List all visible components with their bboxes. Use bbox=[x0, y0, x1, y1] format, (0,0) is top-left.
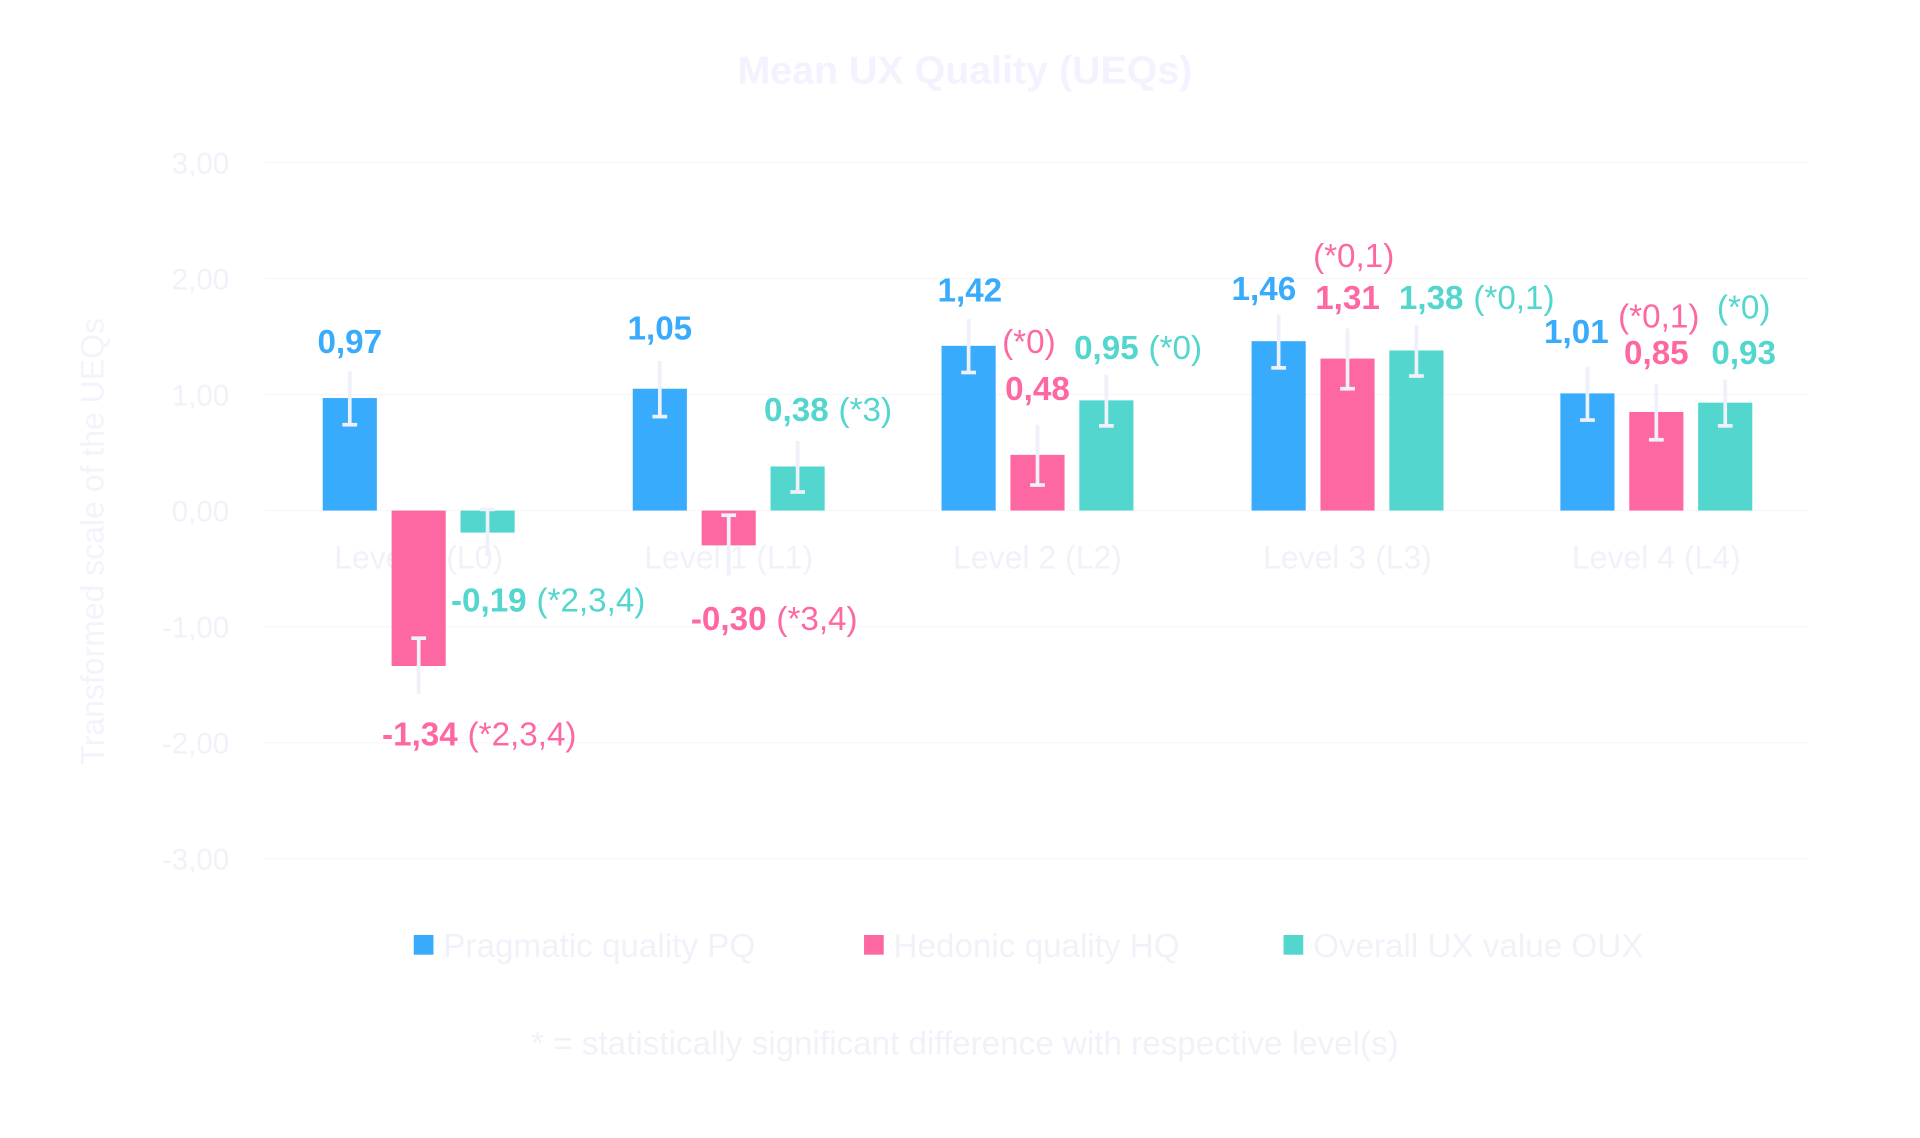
legend-swatch bbox=[864, 935, 884, 955]
y-tick-label: -3,00 bbox=[162, 844, 229, 877]
significance-label: (*0,1) bbox=[1313, 238, 1394, 275]
legend-label: Overall UX value OUX bbox=[1313, 928, 1643, 965]
y-tick-label: 0,00 bbox=[172, 496, 229, 529]
y-axis-ticks: 3,00 2,00 1,00 0,00 -1,00 -2,00 -3,00 bbox=[162, 148, 229, 877]
error-bars bbox=[342, 314, 1733, 694]
data-labels: 0,97 1,051,42 1,461,01-1,34 (*2,3,4)-0,30 (*… bbox=[317, 238, 1776, 754]
x-axis-categories: Level 0 (L0)Level 1 (L1)Level 2 (L2)Leve… bbox=[334, 539, 1740, 575]
significance-label: (*3) bbox=[839, 392, 893, 429]
y-tick-label: -1,00 bbox=[162, 612, 229, 645]
data-value-label: 0,38 bbox=[764, 392, 829, 429]
significance-label: (*0,1) bbox=[1618, 298, 1699, 335]
x-category-label: Level 3 (L3) bbox=[1263, 539, 1432, 575]
data-value-label: 1,05 bbox=[628, 311, 693, 348]
significance-label: (*3,4) bbox=[776, 601, 857, 638]
legend-item[interactable]: Hedonic quality HQ bbox=[864, 928, 1180, 965]
y-tick-label: 1,00 bbox=[172, 380, 229, 413]
data-value-label: 1,01 bbox=[1544, 314, 1609, 351]
data-value-label: 1,46 bbox=[1232, 271, 1297, 308]
data-value-label: 0,95 bbox=[1074, 330, 1139, 367]
data-value-label: 1,38 bbox=[1399, 280, 1464, 317]
legend-item[interactable]: Overall UX value OUX bbox=[1283, 928, 1644, 965]
legend-item[interactable]: Pragmatic quality PQ bbox=[413, 928, 755, 965]
y-axis-label: Transformed scale of the UEQs bbox=[75, 318, 111, 765]
x-category-label: Level 2 (L2) bbox=[953, 539, 1122, 575]
significance-label: (*2,3,4) bbox=[468, 717, 577, 754]
y-tick-label: 2,00 bbox=[172, 264, 229, 297]
data-value-label: 0,48 bbox=[1005, 371, 1070, 408]
significance-label: (*0,1) bbox=[1473, 280, 1554, 317]
significance-label: (*2,3,4) bbox=[536, 582, 645, 619]
legend-swatch bbox=[1283, 935, 1304, 955]
footnote: * = statistically significant difference… bbox=[531, 1025, 1399, 1062]
x-category-label: Level 4 (L4) bbox=[1572, 539, 1741, 575]
bars bbox=[322, 341, 1753, 667]
data-value-label: 0,97 bbox=[317, 324, 382, 361]
y-tick-label: 3,00 bbox=[172, 148, 229, 181]
data-value-label: -1,34 bbox=[382, 717, 458, 754]
legend-label: Pragmatic quality PQ bbox=[443, 928, 755, 965]
data-value-label: 0,85 bbox=[1624, 335, 1689, 372]
data-value-label: 1,31 bbox=[1315, 280, 1380, 317]
legend: Pragmatic quality PQ Hedonic quality HQ Ov… bbox=[413, 928, 1644, 965]
significance-label: (*0) bbox=[1149, 330, 1203, 367]
chart-title: Mean UX Quality (UEQs) bbox=[737, 49, 1192, 93]
data-value-label: 0,93 bbox=[1711, 335, 1776, 372]
data-value-label: -0,30 bbox=[691, 601, 767, 638]
significance-label: (*0) bbox=[1717, 290, 1771, 327]
significance-label: (*0) bbox=[1002, 324, 1056, 361]
y-tick-label: -2,00 bbox=[162, 728, 229, 761]
data-value-label: 1,42 bbox=[938, 272, 1003, 309]
legend-swatch bbox=[413, 935, 434, 955]
data-value-label: -0,19 bbox=[451, 582, 527, 619]
gridlines bbox=[264, 161, 1809, 860]
legend-label: Hedonic quality HQ bbox=[894, 928, 1180, 965]
